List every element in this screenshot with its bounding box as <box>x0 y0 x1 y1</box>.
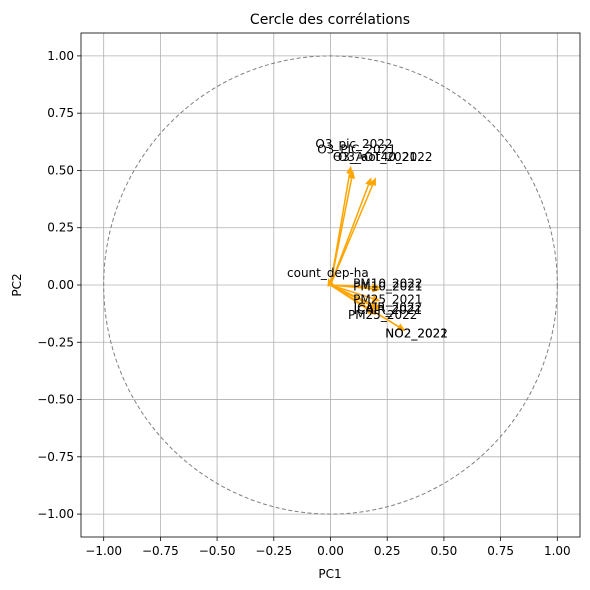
correlation-arrow <box>329 177 372 286</box>
arrow-head <box>348 170 356 179</box>
x-tick-label: 0.25 <box>374 544 401 558</box>
x-tick-label: −0.25 <box>255 544 292 558</box>
x-tick-label: 1.00 <box>544 544 571 558</box>
y-tick-label: 0.75 <box>47 106 74 120</box>
x-tick-label: −1.00 <box>85 544 122 558</box>
vector-label: O3_AOT40_2022 <box>333 150 433 164</box>
y-axis-ticks: −1.00 −0.75 −0.50 −0.25 0.00 0.25 0.50 0.75 1.00 <box>37 49 81 521</box>
arrow-shaft <box>329 178 353 286</box>
vector-label: O3_aot_2021 <box>338 150 417 164</box>
arrow-head <box>365 177 372 187</box>
y-tick-label: −0.50 <box>37 393 74 407</box>
arrow-head <box>396 323 406 331</box>
arrow-head <box>372 285 381 293</box>
vector-label: ICAIR_2022 <box>354 300 423 314</box>
vector-label: PM10_2022 <box>353 277 422 291</box>
vector-label: PM25_2021 <box>353 292 422 306</box>
arrow-layer <box>327 165 406 331</box>
arrow-shaft <box>330 284 399 328</box>
x-tick-label: 0.00 <box>317 544 344 558</box>
y-tick-label: 1.00 <box>47 49 74 63</box>
arrow-head <box>367 307 376 315</box>
vector-label: PM25_2022 <box>348 308 417 322</box>
x-tick-label: 0.75 <box>487 544 514 558</box>
y-tick-label: 0.00 <box>47 278 74 292</box>
unit-circle <box>103 55 558 515</box>
vector-label: NO2_2022 <box>385 327 448 341</box>
circle-layer <box>103 55 558 515</box>
correlation-arrow <box>329 170 356 286</box>
y-tick-label: 0.50 <box>47 163 74 177</box>
y-tick-label: 0.25 <box>47 221 74 235</box>
arrow-shaft <box>330 284 373 290</box>
y-tick-label: −0.75 <box>37 450 74 464</box>
vector-label: ICAIR_2021 <box>354 303 423 317</box>
vector-label: O3_PIC_2021 <box>317 142 396 156</box>
correlation-arrow <box>330 284 381 293</box>
y-tick-label: −0.25 <box>37 335 74 349</box>
arrow-shaft <box>330 284 374 300</box>
label-layer: O3_pic_2022O3_PIC_2021O3_AOT40_2022O3_ao… <box>287 137 448 341</box>
arrow-head <box>371 295 381 302</box>
x-axis-ticks: −1.00 −0.75 −0.50 −0.25 0.00 0.25 0.50 0.75 1.00 <box>85 537 571 558</box>
chart-title: Cercle des corrélations <box>250 12 410 28</box>
y-tick-label: −1.00 <box>37 507 74 521</box>
vector-label: O3_pic_2022 <box>315 137 392 151</box>
vector-label: NO2_2021 <box>385 327 448 341</box>
arrow-head <box>371 303 381 311</box>
correlation-arrow <box>330 284 406 331</box>
vector-label: PM10_2021 <box>353 279 422 293</box>
x-tick-label: 0.50 <box>431 544 458 558</box>
y-axis-label: PC2 <box>10 273 24 296</box>
vector-label: count_dep-ha <box>287 266 369 280</box>
x-tick-label: −0.75 <box>142 544 179 558</box>
arrow-shaft <box>329 184 370 286</box>
x-axis-label: PC1 <box>318 567 341 581</box>
correlation-arrow <box>330 284 381 302</box>
x-tick-label: −0.50 <box>199 544 236 558</box>
arrow-head <box>346 165 354 175</box>
